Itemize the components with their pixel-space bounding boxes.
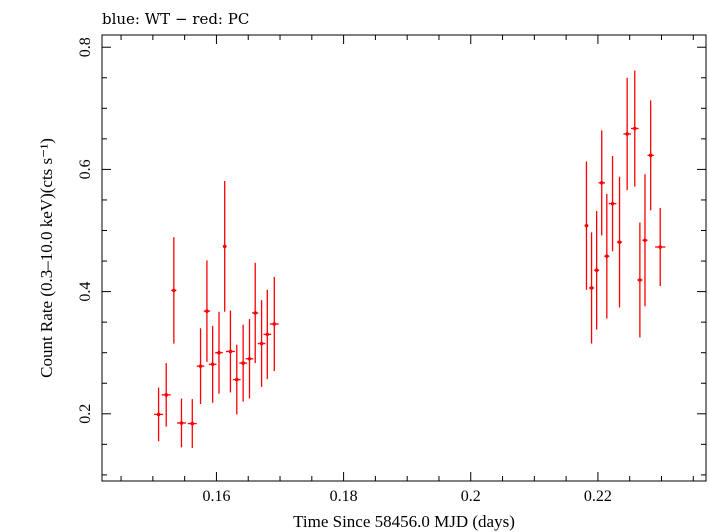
data-point bbox=[196, 328, 205, 405]
point-marker bbox=[156, 412, 161, 417]
x-axis-label: Time Since 58456.0 MJD (days) bbox=[293, 512, 515, 531]
x-tick-label: 0.22 bbox=[584, 488, 612, 505]
data-point bbox=[232, 344, 241, 415]
data-point bbox=[594, 210, 600, 330]
data-points bbox=[154, 70, 666, 449]
data-point bbox=[161, 363, 171, 427]
point-marker bbox=[259, 341, 264, 346]
data-point bbox=[630, 70, 639, 187]
data-point bbox=[637, 222, 643, 338]
data-point bbox=[647, 100, 654, 211]
chart-title: blue: WT − red: PC bbox=[102, 10, 249, 28]
point-marker bbox=[589, 286, 594, 290]
point-marker bbox=[584, 223, 589, 228]
point-marker bbox=[217, 350, 221, 355]
y-axis-ticks bbox=[102, 46, 706, 476]
point-marker bbox=[222, 244, 227, 249]
point-marker bbox=[632, 126, 637, 131]
data-point bbox=[222, 181, 227, 312]
point-marker bbox=[599, 181, 604, 185]
x-tick-label: 0.2 bbox=[461, 488, 481, 505]
point-marker bbox=[234, 377, 239, 382]
plot-frame bbox=[101, 34, 707, 482]
point-marker bbox=[210, 362, 215, 367]
x-tick-label: 0.16 bbox=[202, 488, 230, 505]
y-tick-label: 0.2 bbox=[77, 404, 94, 424]
data-point bbox=[252, 262, 259, 364]
data-point bbox=[616, 176, 623, 308]
point-marker bbox=[247, 357, 252, 361]
point-marker bbox=[241, 361, 245, 365]
data-point bbox=[245, 319, 254, 399]
point-marker bbox=[205, 309, 209, 313]
data-point bbox=[589, 232, 595, 344]
x-tick-label: 0.18 bbox=[330, 488, 358, 505]
point-marker bbox=[594, 268, 599, 273]
data-point bbox=[187, 399, 197, 449]
data-point bbox=[584, 161, 589, 290]
data-point bbox=[257, 300, 266, 387]
point-marker bbox=[164, 393, 169, 397]
point-marker bbox=[179, 421, 184, 425]
data-point bbox=[655, 207, 666, 287]
data-point bbox=[623, 77, 631, 191]
data-point bbox=[598, 130, 605, 236]
point-marker bbox=[643, 238, 647, 243]
data-point bbox=[171, 237, 177, 344]
data-point bbox=[239, 324, 247, 402]
point-marker bbox=[228, 349, 233, 354]
point-marker bbox=[198, 364, 203, 368]
point-marker bbox=[617, 240, 622, 244]
point-marker bbox=[272, 322, 277, 326]
data-point bbox=[608, 155, 617, 252]
y-axis-label: Count Rate (0.3–10.0 keV)(cts s⁻¹) bbox=[37, 138, 56, 378]
y-tick-label: 0.6 bbox=[77, 159, 94, 179]
data-point bbox=[604, 193, 610, 319]
data-point bbox=[642, 174, 648, 307]
point-marker bbox=[190, 421, 195, 426]
data-point bbox=[154, 387, 164, 442]
point-marker bbox=[172, 288, 176, 293]
x-axis-ticks bbox=[120, 35, 694, 481]
y-tick-label: 0.8 bbox=[77, 37, 94, 57]
data-point bbox=[269, 276, 279, 372]
point-marker bbox=[610, 201, 615, 206]
point-marker bbox=[625, 132, 629, 136]
data-point bbox=[208, 325, 217, 403]
point-marker bbox=[638, 278, 642, 282]
point-marker bbox=[253, 311, 258, 315]
data-point bbox=[203, 260, 211, 362]
data-point bbox=[215, 311, 223, 394]
data-point bbox=[225, 310, 235, 393]
point-marker bbox=[265, 332, 270, 337]
y-tick-label: 0.4 bbox=[77, 282, 94, 302]
data-point bbox=[263, 289, 272, 379]
data-point bbox=[177, 398, 186, 448]
point-marker bbox=[605, 254, 609, 258]
y-axis-tick-labels: 0.2 0.4 0.6 0.8 bbox=[77, 37, 94, 424]
point-marker bbox=[648, 153, 653, 158]
point-marker bbox=[658, 245, 663, 249]
x-axis-tick-labels: 0.16 0.18 0.2 0.22 bbox=[202, 488, 611, 505]
